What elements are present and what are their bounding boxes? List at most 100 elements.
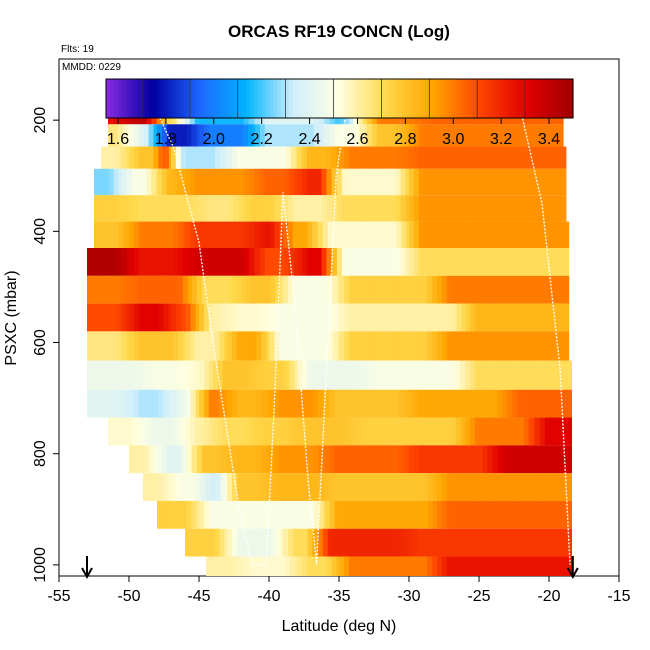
heatmap-cell: [525, 500, 531, 529]
colorbar-swatch: [203, 79, 208, 118]
heatmap-cell: [274, 124, 281, 147]
heatmap-cell: [406, 360, 412, 390]
heatmap-cell: [243, 221, 250, 249]
heatmap-cell: [216, 445, 222, 474]
heatmap-cell: [213, 124, 220, 147]
colorbar-swatch: [183, 79, 189, 118]
heatmap-cell: [185, 221, 191, 249]
heatmap-cell: [413, 168, 420, 196]
heatmap-cell: [298, 389, 304, 418]
heatmap-cell: [471, 556, 477, 576]
heatmap-cell: [549, 417, 556, 446]
heatmap-cell: [213, 389, 220, 418]
heatmap-cell: [441, 417, 447, 446]
heatmap-cell: [495, 473, 502, 501]
heatmap-cell: [492, 248, 498, 276]
heatmap-cell: [326, 146, 332, 169]
heatmap-cell: [395, 168, 402, 196]
heatmap-cell: [190, 146, 197, 169]
heatmap-cell: [218, 500, 225, 529]
heatmap-cell: [115, 146, 122, 169]
heatmap-cell: [237, 417, 243, 446]
heatmap-cell: [280, 556, 286, 576]
heatmap-cell: [347, 221, 353, 249]
heatmap-cell: [228, 500, 234, 529]
heatmap-cell: [322, 221, 329, 249]
heatmap-cell: [246, 528, 253, 557]
colorbar-swatch: [214, 79, 220, 118]
heatmap-cell: [487, 248, 493, 276]
heatmap-cell: [395, 195, 402, 222]
heatmap-cell: [412, 556, 418, 576]
heatmap-cell: [458, 168, 464, 196]
heatmap-cell: [490, 473, 497, 501]
y-tick-label: 200: [32, 107, 49, 134]
heatmap-cell: [343, 146, 350, 169]
heatmap-cell: [147, 473, 154, 501]
heatmap-cell: [521, 195, 528, 222]
heatmap-cell: [203, 303, 210, 332]
heatmap-cell: [469, 417, 476, 446]
heatmap-cell: [256, 528, 262, 557]
colorbar-swatch: [460, 79, 465, 118]
heatmap-cell: [535, 275, 541, 304]
heatmap-cell: [204, 528, 211, 557]
heatmap-cell: [371, 360, 378, 390]
heatmap-cell: [363, 303, 369, 332]
heatmap-cell: [269, 500, 276, 529]
heatmap-cell: [166, 445, 173, 474]
heatmap-cell: [477, 221, 484, 249]
heatmap-cell: [245, 556, 252, 576]
colorbar-swatch: [288, 79, 294, 118]
heatmap-cell: [427, 556, 433, 576]
heatmap-cell: [466, 556, 472, 576]
heatmap-cell: [413, 528, 420, 557]
heatmap-cell: [91, 360, 98, 390]
heatmap-cell: [346, 248, 353, 276]
heatmap-cell: [401, 360, 407, 390]
heatmap-cell: [123, 195, 129, 222]
heatmap-cell: [354, 445, 360, 474]
heatmap-cell: [425, 360, 432, 390]
heatmap-cell: [371, 248, 377, 276]
heatmap-cell: [336, 275, 340, 304]
heatmap-cell: [128, 195, 130, 222]
heatmap-cell: [215, 146, 221, 169]
heatmap-cell: [313, 124, 320, 147]
heatmap-cell: [492, 445, 494, 474]
heatmap-cell: [477, 248, 484, 276]
heatmap-cell: [316, 417, 323, 446]
heatmap-cell: [241, 528, 248, 557]
heatmap-cell: [546, 146, 552, 169]
heatmap-cell: [173, 221, 179, 249]
heatmap-cell: [201, 275, 208, 304]
heatmap-cell: [204, 360, 211, 390]
arrowhead-start: [81, 567, 93, 580]
heatmap-cell: [264, 124, 271, 147]
heatmap-cell: [228, 195, 234, 222]
heatmap-cell: [158, 303, 164, 332]
heatmap-cell: [495, 500, 502, 529]
colorbar-swatch: [261, 79, 267, 118]
heatmap-cell: [339, 473, 346, 501]
heatmap-cell: [329, 445, 336, 474]
heatmap-cell: [467, 195, 474, 222]
heatmap-cell: [504, 417, 510, 446]
heatmap-cell: [219, 331, 225, 361]
heatmap-cell: [441, 500, 448, 529]
heatmap-cell: [210, 146, 216, 169]
heatmap-cell: [178, 195, 184, 222]
heatmap-cell: [161, 168, 168, 196]
heatmap-cell: [199, 331, 206, 361]
heatmap-cell: [241, 275, 247, 304]
heatmap-cell: [423, 500, 429, 529]
colorbar-tick-label: 2.6: [346, 131, 368, 148]
heatmap-cell: [313, 389, 319, 418]
colorbar-swatch: [137, 79, 142, 118]
heatmap-cell: [461, 556, 467, 576]
heatmap-cell: [510, 331, 516, 361]
heatmap-cell: [341, 360, 347, 390]
heatmap-cell: [223, 389, 228, 418]
heatmap-cell: [354, 124, 360, 147]
heatmap-cell: [533, 360, 540, 390]
